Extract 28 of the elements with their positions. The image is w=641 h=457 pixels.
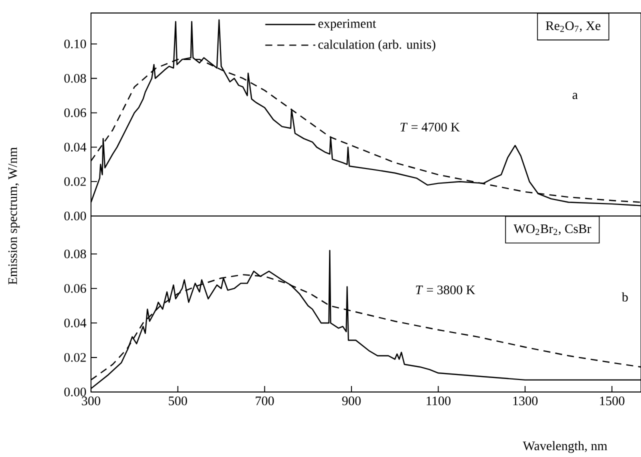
x-tick-label: 900 xyxy=(342,396,361,406)
annotation: T = 3800 K xyxy=(416,286,476,294)
x-tick-label: 1300 xyxy=(513,396,538,406)
x-tick-label: 1500 xyxy=(600,396,624,406)
legend-label: calculation (arb. units) xyxy=(318,40,436,52)
x-tick-label: 300 xyxy=(82,396,100,406)
y-tick-label: 0.02 xyxy=(64,353,86,362)
annotation: T = 4700 K xyxy=(400,122,460,132)
y-tick-label: 0.04 xyxy=(64,142,86,152)
y-tick-label: 0.06 xyxy=(64,108,86,118)
y-tick-label: 0.08 xyxy=(64,74,86,83)
annotation: WO$_{2}$Br$_{2}$, CsBr xyxy=(514,224,592,235)
y-axis-title: Emission spectrum, W/nm xyxy=(8,147,20,285)
y-tick-label: 0.08 xyxy=(64,250,86,258)
legend-label: experiment xyxy=(318,19,376,31)
x-axis-title: Wavelength, nm xyxy=(522,441,608,453)
y-tick-label: 0.06 xyxy=(64,284,86,293)
annotation: Re$_{2}$O$_{7}$, Xe xyxy=(546,21,600,32)
annotation: a xyxy=(572,92,578,100)
annotation: b xyxy=(622,292,628,302)
x-tick-label: 500 xyxy=(168,396,188,406)
y-tick-label: 0.00 xyxy=(64,212,86,220)
y-tick-label: 0.10 xyxy=(64,40,86,48)
y-tick-label: 0.04 xyxy=(64,318,86,328)
x-tick-label: 1100 xyxy=(426,396,451,406)
x-tick-label: 700 xyxy=(256,396,274,406)
y-tick-label: 0.00 xyxy=(64,388,86,396)
y-tick-label: 0.02 xyxy=(64,177,86,186)
